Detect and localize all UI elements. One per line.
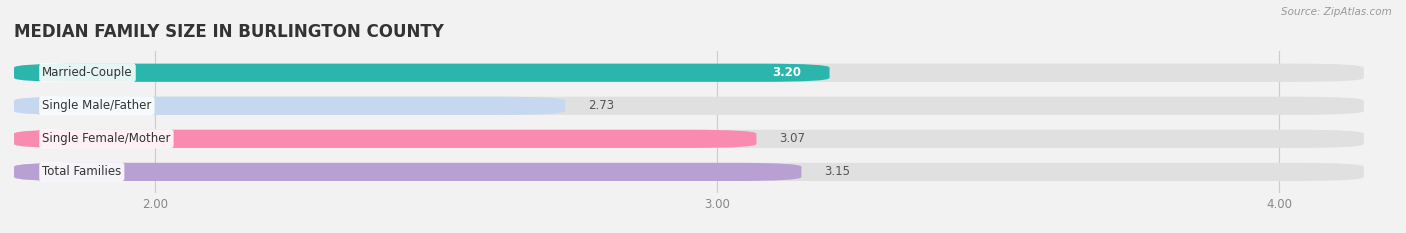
FancyBboxPatch shape xyxy=(14,163,1364,181)
Text: Total Families: Total Families xyxy=(42,165,121,178)
FancyBboxPatch shape xyxy=(14,64,1364,82)
Text: 3.15: 3.15 xyxy=(824,165,849,178)
FancyBboxPatch shape xyxy=(14,130,1364,148)
FancyBboxPatch shape xyxy=(14,130,756,148)
Text: 3.20: 3.20 xyxy=(772,66,801,79)
Text: 3.07: 3.07 xyxy=(779,132,804,145)
Text: 2.73: 2.73 xyxy=(588,99,614,112)
Text: Single Male/Father: Single Male/Father xyxy=(42,99,152,112)
FancyBboxPatch shape xyxy=(14,97,565,115)
Text: Source: ZipAtlas.com: Source: ZipAtlas.com xyxy=(1281,7,1392,17)
Text: Married-Couple: Married-Couple xyxy=(42,66,132,79)
FancyBboxPatch shape xyxy=(14,97,1364,115)
FancyBboxPatch shape xyxy=(14,163,801,181)
FancyBboxPatch shape xyxy=(14,64,830,82)
Text: MEDIAN FAMILY SIZE IN BURLINGTON COUNTY: MEDIAN FAMILY SIZE IN BURLINGTON COUNTY xyxy=(14,23,444,41)
Text: Single Female/Mother: Single Female/Mother xyxy=(42,132,170,145)
